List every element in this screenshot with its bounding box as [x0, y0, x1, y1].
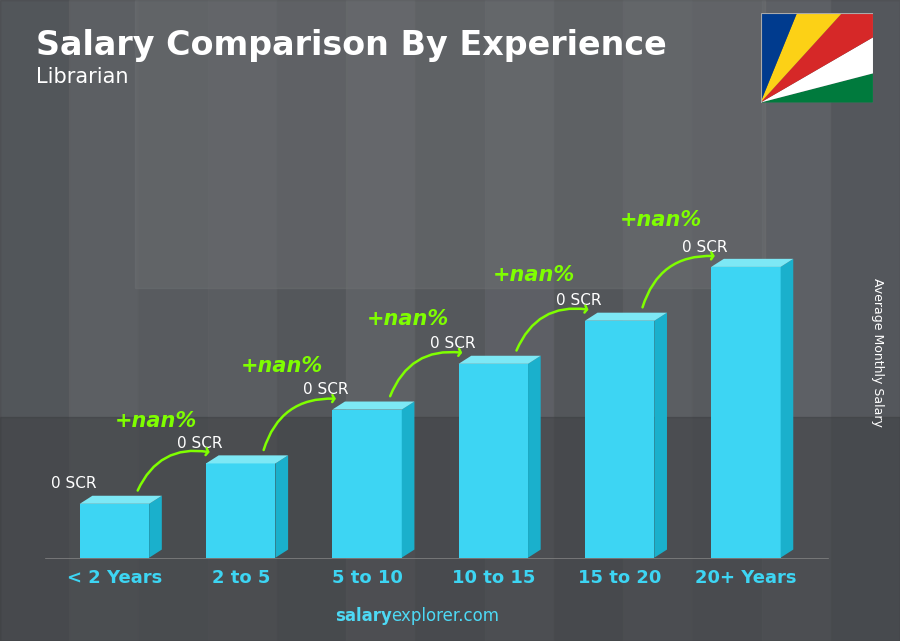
Bar: [711, 267, 780, 558]
Bar: [459, 364, 528, 558]
Polygon shape: [760, 0, 900, 103]
Text: 0 SCR: 0 SCR: [303, 382, 348, 397]
Text: explorer.com: explorer.com: [392, 607, 500, 625]
Bar: [139, 0, 208, 641]
Text: +nan%: +nan%: [240, 356, 323, 376]
Text: 0 SCR: 0 SCR: [429, 337, 475, 351]
Text: +nan%: +nan%: [493, 265, 575, 285]
Polygon shape: [149, 495, 162, 558]
Polygon shape: [760, 0, 848, 103]
Text: salary: salary: [335, 607, 392, 625]
Polygon shape: [585, 313, 667, 320]
Text: Librarian: Librarian: [36, 67, 129, 87]
Bar: [416, 0, 484, 641]
Bar: [80, 504, 149, 558]
Text: +nan%: +nan%: [367, 310, 449, 329]
Text: 0 SCR: 0 SCR: [556, 294, 601, 308]
Bar: [761, 0, 831, 641]
Polygon shape: [332, 401, 414, 410]
Bar: [0, 417, 900, 641]
Polygon shape: [401, 401, 414, 558]
Polygon shape: [654, 313, 667, 558]
Bar: [623, 0, 692, 641]
Bar: [831, 0, 900, 641]
Polygon shape: [760, 0, 900, 103]
Text: +nan%: +nan%: [619, 210, 702, 230]
Text: Average Monthly Salary: Average Monthly Salary: [871, 278, 884, 427]
Bar: [0, 0, 69, 641]
Bar: [277, 0, 346, 641]
Text: 0 SCR: 0 SCR: [177, 436, 222, 451]
Polygon shape: [760, 33, 900, 103]
Polygon shape: [459, 356, 541, 364]
Bar: [484, 0, 554, 641]
Polygon shape: [275, 455, 288, 558]
Text: Salary Comparison By Experience: Salary Comparison By Experience: [36, 29, 667, 62]
Bar: [346, 0, 416, 641]
Polygon shape: [528, 356, 541, 558]
Bar: [585, 320, 654, 558]
Bar: [206, 463, 275, 558]
Bar: [69, 0, 139, 641]
Text: 0 SCR: 0 SCR: [682, 240, 727, 254]
Polygon shape: [780, 259, 793, 558]
Text: 0 SCR: 0 SCR: [50, 476, 96, 492]
Polygon shape: [206, 455, 288, 463]
Bar: [208, 0, 277, 641]
Bar: [332, 410, 401, 558]
Polygon shape: [711, 259, 793, 267]
Bar: [554, 0, 623, 641]
Polygon shape: [760, 0, 900, 103]
Text: +nan%: +nan%: [114, 411, 196, 431]
Bar: [692, 0, 761, 641]
Bar: [135, 0, 765, 288]
Polygon shape: [80, 495, 162, 504]
